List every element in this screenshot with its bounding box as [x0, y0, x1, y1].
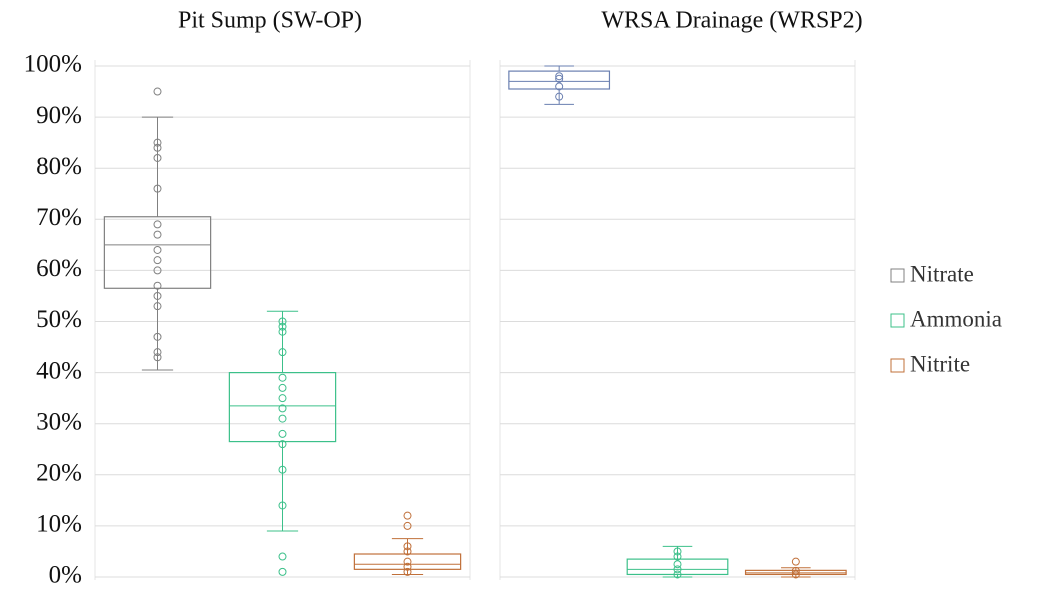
data-point	[153, 353, 162, 362]
box	[228, 372, 337, 443]
data-point	[153, 220, 162, 229]
data-point	[153, 266, 162, 275]
y-tick-label: 100%	[24, 51, 82, 78]
legend-marker	[890, 358, 905, 373]
data-point	[153, 332, 162, 341]
data-point	[153, 143, 162, 152]
data-point	[153, 184, 162, 193]
data-point	[403, 557, 412, 566]
data-point	[555, 92, 564, 101]
data-point	[153, 230, 162, 239]
legend-marker	[890, 268, 905, 283]
data-point	[403, 562, 412, 571]
data-point	[403, 542, 412, 551]
data-point	[278, 440, 287, 449]
legend-label: Ammonia	[910, 306, 1002, 331]
data-point	[153, 138, 162, 147]
data-point	[403, 521, 412, 530]
data-point	[278, 322, 287, 331]
data-point	[278, 394, 287, 403]
box	[103, 216, 212, 289]
data-point	[278, 414, 287, 423]
data-point	[153, 153, 162, 162]
data-point	[673, 552, 682, 561]
data-point	[278, 429, 287, 438]
data-point	[153, 281, 162, 290]
data-point	[153, 245, 162, 254]
box	[353, 553, 462, 570]
legend-marker	[890, 313, 905, 328]
chart-title: WRSA Drainage (WRSP2)	[601, 8, 862, 34]
y-tick-label: 80%	[36, 153, 82, 180]
data-point	[403, 567, 412, 576]
data-point	[555, 72, 564, 81]
data-point	[278, 327, 287, 336]
data-point	[153, 87, 162, 96]
y-tick-label: 0%	[49, 562, 82, 589]
data-point	[673, 565, 682, 574]
data-point	[555, 74, 564, 83]
legend-label: Nitrite	[910, 351, 970, 376]
data-point	[278, 567, 287, 576]
data-point	[278, 348, 287, 357]
data-point	[153, 291, 162, 300]
data-point	[278, 373, 287, 382]
data-point	[153, 302, 162, 311]
data-point	[278, 383, 287, 392]
data-point	[278, 465, 287, 474]
data-point	[673, 547, 682, 556]
data-point	[403, 547, 412, 556]
data-point	[153, 348, 162, 357]
data-point	[278, 404, 287, 413]
box	[626, 558, 729, 576]
data-point	[791, 570, 800, 579]
data-point	[555, 82, 564, 91]
y-tick-label: 90%	[36, 102, 82, 129]
y-tick-label: 60%	[36, 255, 82, 282]
legend-label: Nitrate	[910, 261, 974, 286]
data-point	[278, 552, 287, 561]
data-point	[791, 566, 800, 575]
data-point	[791, 557, 800, 566]
y-tick-label: 50%	[36, 306, 82, 333]
y-tick-label: 70%	[36, 204, 82, 231]
y-tick-label: 40%	[36, 357, 82, 384]
data-point	[153, 256, 162, 265]
chart-title: Pit Sump (SW-OP)	[178, 8, 362, 34]
data-point	[673, 560, 682, 569]
data-point	[278, 501, 287, 510]
box	[508, 70, 611, 90]
data-point	[403, 511, 412, 520]
y-tick-label: 10%	[36, 511, 82, 538]
y-tick-label: 30%	[36, 408, 82, 435]
y-tick-label: 20%	[36, 460, 82, 487]
data-point	[673, 570, 682, 579]
data-point	[278, 317, 287, 326]
